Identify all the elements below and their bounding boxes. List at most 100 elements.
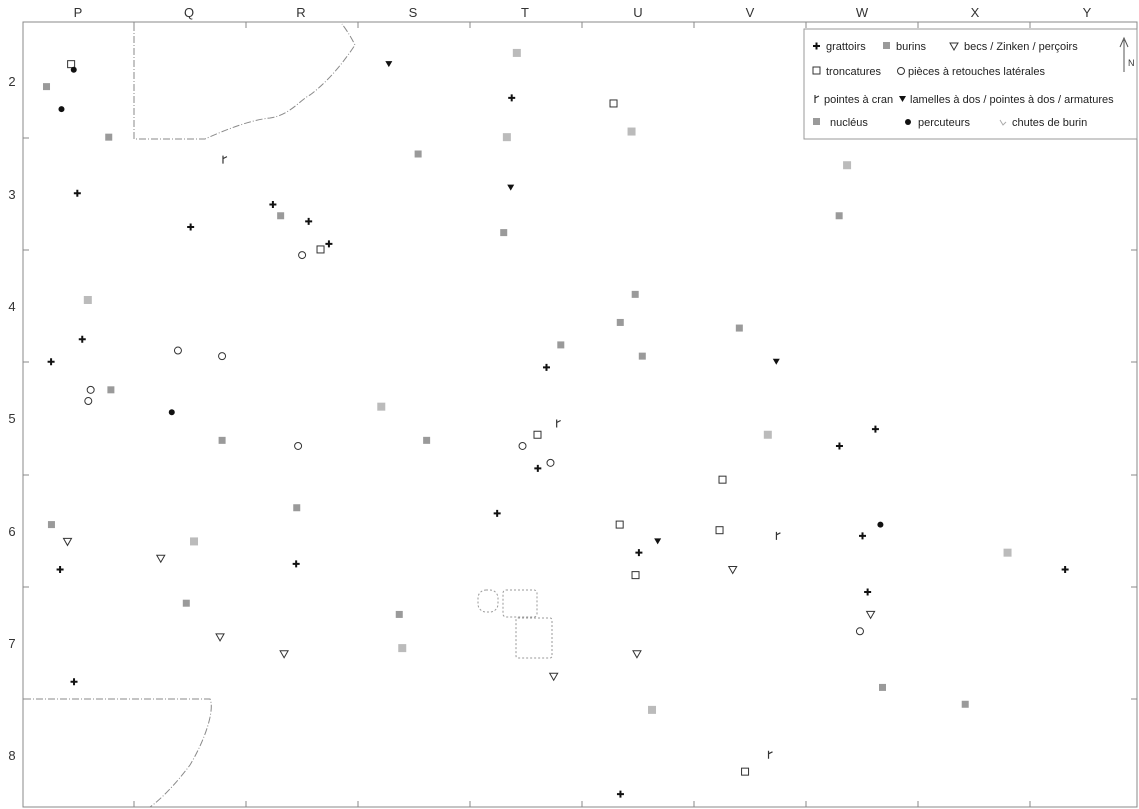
burin-marker <box>638 352 646 360</box>
grattoir-marker <box>859 532 867 540</box>
grattoir-marker <box>534 464 542 472</box>
nucleus-marker <box>627 127 636 136</box>
burin-marker <box>414 150 422 158</box>
lamelle-marker <box>507 184 515 191</box>
grattoir-marker <box>56 566 64 574</box>
burin-marker <box>835 212 843 220</box>
percuteur-marker <box>168 409 175 416</box>
troncature-marker <box>533 430 542 439</box>
nucleus-marker <box>377 402 386 411</box>
burin-marker <box>218 436 226 444</box>
grattoir-legend-icon <box>813 42 820 50</box>
legend-percuteurs: percuteurs <box>918 117 970 129</box>
row-label-6: 6 <box>8 524 15 539</box>
grattoir-marker <box>864 588 872 596</box>
troncature-marker <box>615 520 624 529</box>
becs-marker <box>155 554 166 564</box>
nucleus-marker <box>83 295 92 304</box>
grattoir-marker <box>493 509 501 517</box>
col-label-p: P <box>74 5 83 20</box>
north-arrow-icon: N <box>1119 36 1135 72</box>
col-label-x: X <box>971 5 980 20</box>
nucleus-marker <box>1003 548 1012 557</box>
legend-troncatures: troncatures <box>826 66 882 78</box>
lamelle-marker <box>654 538 662 545</box>
col-label-s: S <box>409 5 418 20</box>
burin-marker <box>500 229 508 237</box>
burin-marker <box>47 521 55 529</box>
grattoir-marker <box>616 790 624 798</box>
dotted-feature-3 <box>515 617 553 659</box>
row-label-2: 2 <box>8 74 15 89</box>
legend-burins: burins <box>896 41 926 53</box>
nucleus-marker <box>398 644 407 653</box>
column-labels: P Q R S T U V W X Y <box>74 5 1092 20</box>
col-label-t: T <box>521 5 529 20</box>
col-label-r: R <box>296 5 305 20</box>
retouche-marker <box>298 251 307 260</box>
legend-chutes: chutes de burin <box>1012 117 1087 129</box>
grattoir-marker <box>325 240 333 248</box>
col-label-y: Y <box>1083 5 1092 20</box>
burin-marker <box>557 341 565 349</box>
row-label-5: 5 <box>8 411 15 426</box>
retouche-marker <box>218 352 227 361</box>
becs-marker <box>632 650 642 659</box>
retouche-marker <box>84 397 93 406</box>
becs-marker <box>215 633 225 642</box>
retouche-marker <box>86 385 95 394</box>
grattoir-marker <box>70 678 78 686</box>
becs-marker <box>548 672 559 682</box>
grattoir-marker <box>635 549 643 557</box>
burin-marker <box>735 324 743 332</box>
lamelle-legend-icon <box>899 96 906 102</box>
legend-nucleus: nucléus <box>830 117 868 129</box>
grid-ticks <box>23 22 1137 807</box>
boundary-bottom-left <box>24 698 212 808</box>
becs-marker <box>62 537 73 547</box>
burin-marker <box>293 504 301 512</box>
retouche-marker <box>294 441 303 450</box>
nucleus-marker <box>648 705 657 714</box>
retouche-marker <box>855 627 864 636</box>
nucleus-marker <box>763 430 772 439</box>
percuteur-marker <box>70 66 77 73</box>
troncature-marker <box>316 245 325 254</box>
dotted-feature-2 <box>502 589 538 618</box>
percuteur-marker <box>877 521 884 528</box>
becs-marker <box>865 610 876 620</box>
troncature-legend-icon <box>812 66 821 75</box>
grattoir-marker <box>187 223 195 231</box>
lamelle-marker <box>385 61 393 68</box>
grattoir-marker <box>73 189 81 197</box>
north-label: N <box>1128 58 1135 68</box>
legend-grattoirs: grattoirs <box>826 41 866 53</box>
retouche-marker <box>546 458 555 467</box>
becs-legend-icon <box>949 42 959 52</box>
troncature-marker <box>631 571 640 580</box>
becs-marker <box>727 566 738 575</box>
burin-marker <box>395 610 403 618</box>
grattoir-marker <box>871 425 879 433</box>
burin-marker <box>616 318 624 326</box>
pointe-marker <box>556 419 561 428</box>
burin-marker <box>878 683 886 691</box>
col-label-w: W <box>856 5 869 20</box>
nucleus-marker <box>190 537 199 546</box>
burin-marker <box>423 436 431 444</box>
map-frame <box>22 21 1138 808</box>
burin-marker <box>107 386 115 394</box>
burin-marker <box>182 599 190 607</box>
pointe-marker <box>222 155 228 164</box>
becs-marker <box>279 650 289 659</box>
troncature-marker <box>67 60 76 69</box>
artifact-layer <box>43 48 1069 798</box>
legend-box <box>803 28 1138 140</box>
retouche-marker <box>173 346 182 355</box>
grattoir-marker <box>292 560 300 568</box>
troncature-marker <box>609 99 618 108</box>
row-labels: 2 3 4 5 6 7 8 <box>8 74 15 763</box>
retouche-marker <box>518 441 527 450</box>
nucleus-marker <box>502 133 511 142</box>
